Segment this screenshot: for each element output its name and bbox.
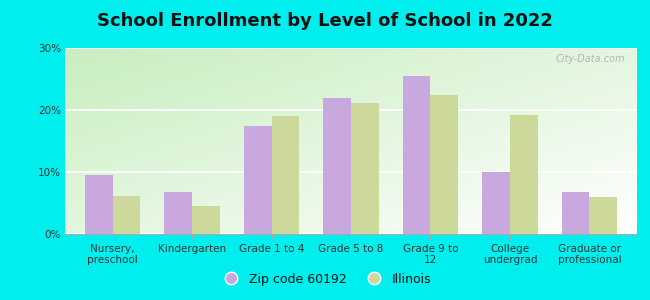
Bar — [430, 94, 458, 234]
Bar — [482, 172, 510, 234]
Bar — [244, 125, 272, 234]
Bar — [323, 98, 351, 234]
Bar — [164, 192, 192, 234]
Bar — [402, 76, 430, 234]
Bar — [272, 116, 300, 234]
Bar — [510, 115, 538, 234]
Bar — [351, 103, 379, 234]
Bar — [112, 196, 140, 234]
Legend: Zip code 60192, Illinois: Zip code 60192, Illinois — [214, 268, 436, 291]
Text: City-Data.com: City-Data.com — [556, 54, 625, 64]
Bar — [192, 206, 220, 234]
Bar — [85, 175, 112, 234]
Bar — [590, 197, 617, 234]
Text: School Enrollment by Level of School in 2022: School Enrollment by Level of School in … — [97, 12, 553, 30]
Bar — [562, 192, 590, 234]
